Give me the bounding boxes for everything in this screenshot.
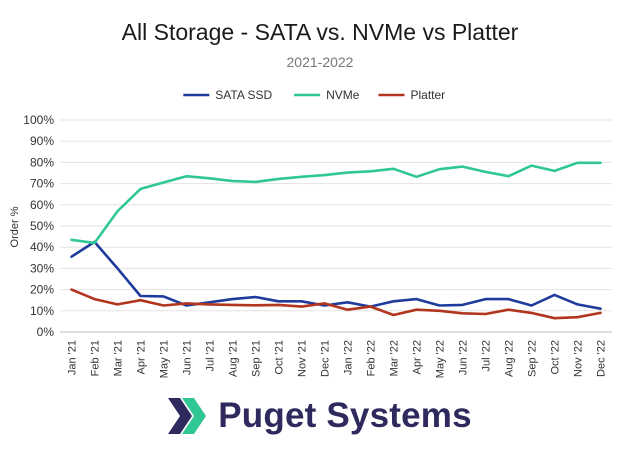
- y-axis-label: Order %: [9, 206, 21, 247]
- legend: SATA SSD NVMe Platter: [183, 88, 445, 102]
- logo: Puget Systems: [0, 388, 640, 444]
- x-tick-label: May '22: [435, 340, 447, 378]
- series-line-platter: [70, 288, 602, 320]
- x-axis-ticks: Jan '21 Feb '21 Mar '21 Apr '21 May '21 Jun '…: [67, 340, 608, 378]
- y-tick-label: 0%: [37, 325, 55, 339]
- y-tick-label: 100%: [23, 113, 54, 127]
- x-tick-label: Sep '22: [527, 340, 539, 377]
- x-tick-label: Apr '22: [412, 340, 424, 375]
- x-tick-label: Aug '21: [228, 340, 240, 377]
- y-tick-label: 20%: [30, 283, 54, 297]
- x-tick-label: Aug '22: [504, 340, 516, 377]
- y-tick-label: 80%: [30, 155, 54, 169]
- series-line-nvme: [70, 161, 602, 245]
- puget-logo-mark-icon: [168, 398, 207, 434]
- legend-label: NVMe: [326, 88, 360, 102]
- y-axis-ticks: 0% 10% 20% 30% 40% 50% 60% 70% 80% 90% 100%: [23, 113, 54, 339]
- x-tick-label: Feb '22: [366, 340, 378, 376]
- y-tick-label: 60%: [30, 198, 54, 212]
- x-tick-label: Feb '21: [90, 340, 102, 376]
- x-tick-label: Nov '21: [297, 340, 309, 377]
- series-lines: [70, 161, 602, 320]
- x-tick-label: Jul '22: [481, 340, 493, 371]
- x-tick-label: Jan '21: [67, 340, 79, 375]
- y-tick-label: 90%: [30, 134, 54, 148]
- x-tick-label: Jan '22: [343, 340, 355, 375]
- y-tick-label: 30%: [30, 261, 54, 275]
- x-tick-label: Sep '21: [251, 340, 263, 377]
- x-tick-label: Mar '22: [389, 340, 401, 376]
- x-tick-label: May '21: [159, 340, 171, 378]
- x-tick-label: Jun '22: [458, 340, 470, 375]
- y-tick-label: 10%: [30, 304, 54, 318]
- legend-label: Platter: [411, 88, 446, 102]
- legend-label: SATA SSD: [215, 88, 272, 102]
- x-tick-label: Jun '21: [182, 340, 194, 375]
- y-tick-label: 40%: [30, 240, 54, 254]
- x-tick-label: Mar '21: [113, 340, 125, 376]
- x-tick-label: Oct '21: [274, 340, 286, 375]
- y-tick-label: 70%: [30, 177, 54, 191]
- x-tick-label: Oct '22: [550, 340, 562, 375]
- x-tick-label: Jul '21: [205, 340, 217, 371]
- chart-title: All Storage - SATA vs. NVMe vs Platter: [122, 19, 519, 45]
- series-line-sata-ssd: [70, 240, 602, 311]
- x-tick-label: Nov '22: [573, 340, 585, 377]
- x-tick-label: Apr '21: [136, 340, 148, 375]
- x-tick-label: Dec '21: [320, 340, 332, 377]
- y-tick-label: 50%: [30, 219, 54, 233]
- gridlines: [60, 119, 612, 333]
- chart-subtitle: 2021-2022: [287, 54, 354, 70]
- line-chart: All Storage - SATA vs. NVMe vs Platter 2…: [9, 19, 612, 378]
- x-tick-label: Dec '22: [596, 340, 608, 377]
- logo-text: Puget Systems: [218, 396, 472, 435]
